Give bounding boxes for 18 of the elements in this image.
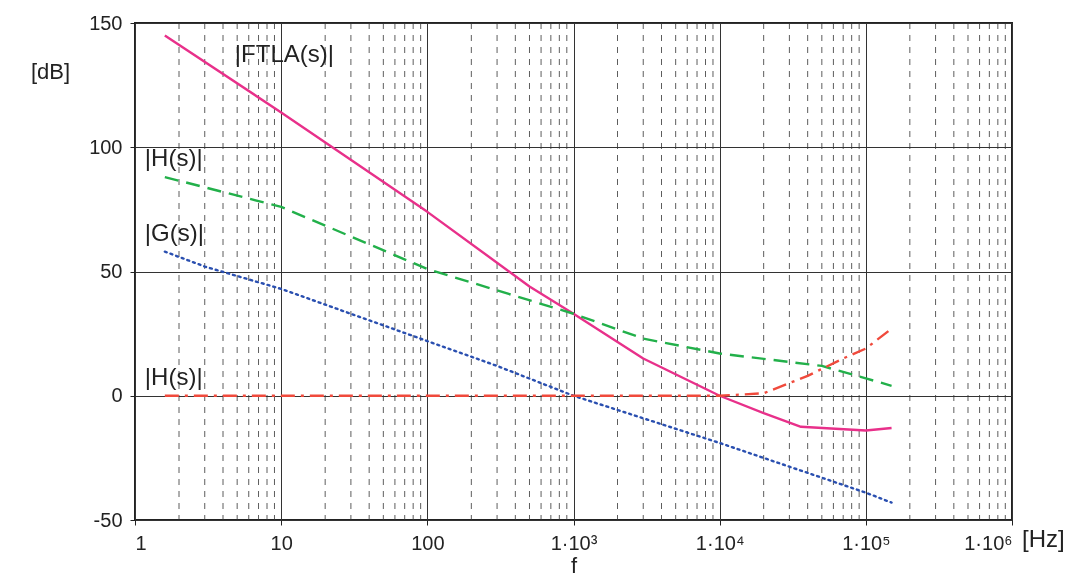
y-axis-title: [dB] <box>30 58 71 84</box>
x-tick-label: 1·10⁶ <box>964 531 1013 554</box>
y-tick-label: -50 <box>93 508 123 531</box>
x-tick-label: 1·10³ <box>550 531 598 554</box>
y-tick-label: 100 <box>89 135 123 158</box>
y-tick-label: 150 <box>89 11 123 34</box>
x-tick-label: 1·10⁵ <box>842 531 891 554</box>
series-label: |H(s)| <box>144 362 203 390</box>
series-label: |H(s)| <box>144 144 203 172</box>
y-tick-label: 50 <box>100 260 123 282</box>
y-tick-label: 0 <box>111 384 123 407</box>
x-tick-label: 1 <box>135 531 147 554</box>
x-tick-label: 100 <box>411 531 445 554</box>
text: [Hz] <box>1022 525 1065 552</box>
x-axis-title: f <box>570 552 578 578</box>
series-label: |G(s)| <box>144 218 204 246</box>
x-tick-label: 10 <box>270 531 293 554</box>
x-tick-label: 1·10⁴ <box>695 531 745 554</box>
